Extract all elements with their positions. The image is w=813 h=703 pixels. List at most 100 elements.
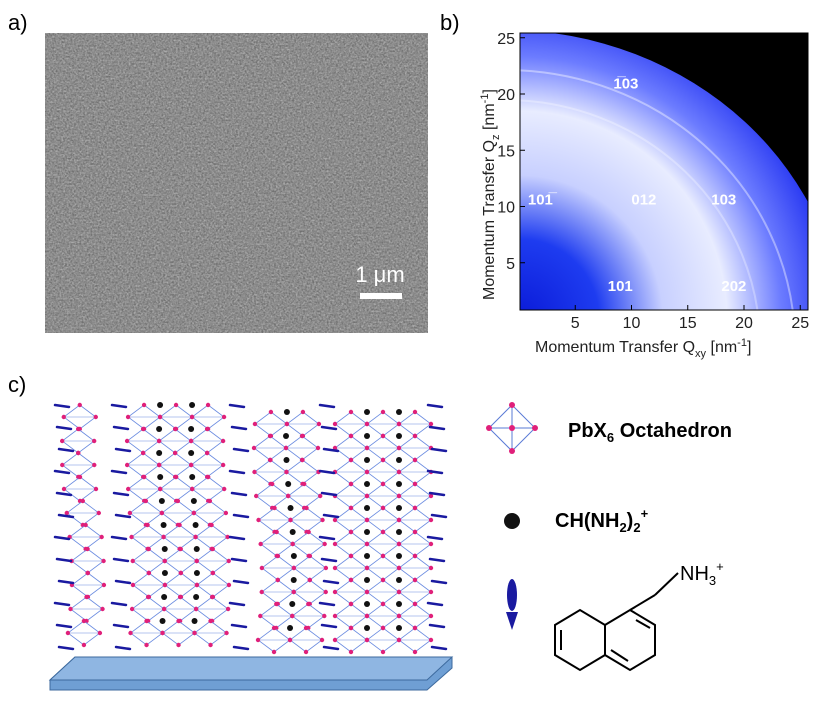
- reflection-label: 101: [608, 278, 633, 295]
- reflection-label: 202: [721, 278, 746, 295]
- y-axis-end: ]: [481, 89, 498, 93]
- cation: [396, 529, 402, 535]
- cation: [162, 570, 168, 576]
- halide: [173, 427, 177, 431]
- halide: [158, 415, 162, 419]
- halide: [324, 566, 328, 570]
- halide: [227, 559, 231, 563]
- icon-atom: [509, 448, 515, 454]
- x-tick-label: 20: [735, 315, 753, 332]
- halide: [365, 446, 369, 450]
- halide: [84, 595, 88, 599]
- halide: [317, 422, 321, 426]
- ring: [605, 610, 655, 670]
- halide: [78, 403, 82, 407]
- halide: [333, 590, 337, 594]
- spacer: [59, 647, 73, 649]
- spacer: [320, 603, 334, 605]
- halide: [301, 410, 305, 414]
- y-axis-title: Momentum Transfer Qz [nm-1]: [479, 89, 502, 300]
- spacer: [230, 405, 244, 407]
- halide: [381, 650, 385, 654]
- halide: [349, 506, 353, 510]
- halide: [413, 602, 417, 606]
- halide: [413, 434, 417, 438]
- halide: [397, 446, 401, 450]
- halide: [163, 583, 167, 587]
- halide: [128, 511, 132, 515]
- halide: [162, 607, 166, 611]
- halide: [205, 427, 209, 431]
- cation-icon: [504, 513, 520, 529]
- halide: [381, 602, 385, 606]
- y-axis-unit: [nm: [481, 103, 498, 134]
- cation: [396, 433, 402, 439]
- halide: [190, 415, 194, 419]
- octahedron-icon: [486, 402, 538, 454]
- halide: [365, 518, 369, 522]
- cation: [284, 409, 290, 415]
- halide: [365, 422, 369, 426]
- cation: [283, 433, 289, 439]
- spacer: [432, 581, 446, 583]
- halide: [429, 422, 433, 426]
- x-axis-end: ]: [747, 339, 751, 356]
- halide: [260, 566, 264, 570]
- halide: [253, 422, 257, 426]
- halide: [333, 638, 337, 642]
- halide: [381, 578, 385, 582]
- halide: [322, 542, 326, 546]
- halide: [413, 482, 417, 486]
- cation: [189, 474, 195, 480]
- x-axis-sup: -1: [737, 337, 747, 349]
- halide: [269, 410, 273, 414]
- molecule-sub: 3: [709, 573, 716, 588]
- halide: [62, 487, 66, 491]
- y-tick-label: 5: [506, 256, 515, 273]
- cation: [157, 474, 163, 480]
- cation: [188, 450, 194, 456]
- halide: [258, 614, 262, 618]
- halide: [177, 523, 181, 527]
- halide: [190, 487, 194, 491]
- spacer: [59, 515, 73, 517]
- halide: [179, 571, 183, 575]
- halide: [365, 470, 369, 474]
- halide: [397, 518, 401, 522]
- spacer: [234, 515, 248, 517]
- halide: [429, 614, 433, 618]
- halide: [174, 475, 178, 479]
- spacer: [432, 449, 446, 451]
- halide: [193, 535, 197, 539]
- halide: [256, 518, 260, 522]
- cation: [156, 426, 162, 432]
- halide: [381, 434, 385, 438]
- halide: [179, 547, 183, 551]
- molecule-text: NH: [680, 563, 709, 585]
- legend-text: PbX: [568, 420, 608, 442]
- panel-label: c): [8, 372, 26, 397]
- halide: [381, 506, 385, 510]
- spacer: [324, 647, 338, 649]
- halide: [365, 614, 369, 618]
- halide: [397, 542, 401, 546]
- halide: [276, 578, 280, 582]
- spacer: [112, 603, 126, 605]
- y-tick-label: 10: [497, 200, 515, 217]
- spacer: [234, 581, 248, 583]
- halide: [304, 626, 308, 630]
- cation: [285, 481, 291, 487]
- cation: [159, 498, 165, 504]
- halide: [60, 463, 64, 467]
- halide: [365, 638, 369, 642]
- halide: [144, 499, 148, 503]
- halide: [288, 518, 292, 522]
- spacer: [116, 449, 130, 451]
- spacer: [114, 493, 128, 495]
- halide: [92, 439, 96, 443]
- cation: [396, 553, 402, 559]
- y-tick-label: 25: [497, 31, 515, 48]
- halide: [142, 475, 146, 479]
- halide: [194, 607, 198, 611]
- halide: [60, 439, 64, 443]
